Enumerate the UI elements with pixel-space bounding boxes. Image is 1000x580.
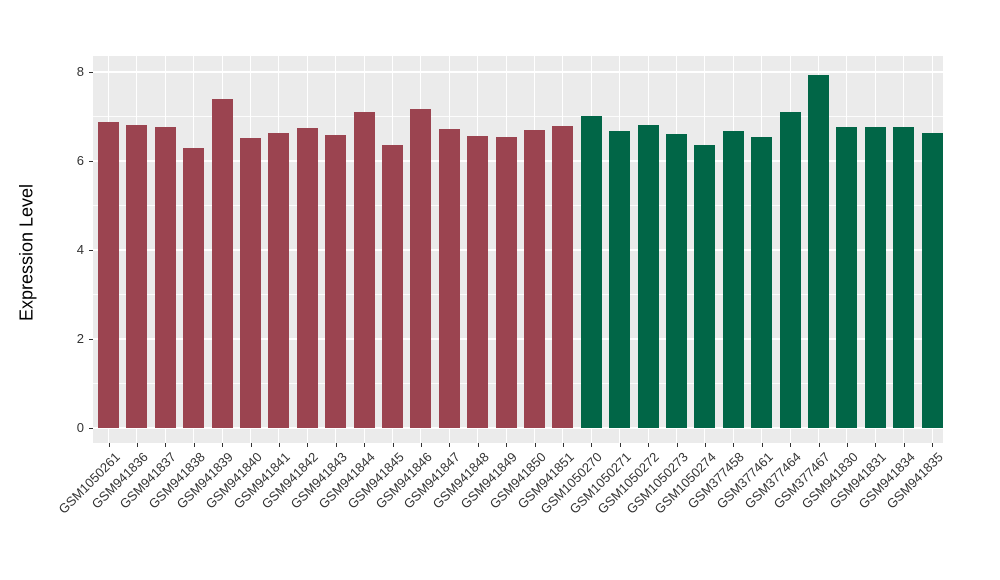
x-tick [193, 443, 195, 447]
x-tick [562, 443, 564, 447]
bar-GSM1050274 [694, 144, 716, 428]
bar-GSM941831 [864, 127, 886, 428]
minor-gridline [93, 205, 943, 206]
y-tick [88, 428, 93, 429]
x-tick [591, 443, 593, 447]
x-tick [733, 443, 735, 447]
major-gridline [93, 249, 943, 251]
x-tick [903, 443, 905, 447]
bar-GSM941835 [921, 132, 943, 428]
x-tick [676, 443, 678, 447]
x-tick [449, 443, 451, 447]
y-tick [88, 72, 93, 73]
x-tick [846, 443, 848, 447]
major-gridline [93, 160, 943, 162]
x-tick [392, 443, 394, 447]
y-tick-label: 2 [76, 331, 84, 346]
bar-GSM941836 [126, 125, 148, 428]
y-axis-title: Expression Level [16, 183, 37, 322]
x-tick [619, 443, 621, 447]
bar-GSM1050261 [98, 122, 119, 428]
y-tick-label: 0 [76, 420, 84, 435]
bar-GSM941847 [438, 129, 460, 428]
bar-GSM377461 [751, 136, 773, 428]
plot-panel [93, 56, 943, 443]
x-tick [222, 443, 224, 447]
bar-GSM1050273 [666, 134, 687, 428]
bar-GSM941841 [268, 132, 290, 428]
y-tick [88, 339, 93, 340]
x-tick [761, 443, 763, 447]
minor-gridline [93, 294, 943, 295]
bar-GSM1050272 [637, 124, 659, 428]
y-tick-label: 8 [76, 64, 84, 79]
x-tick [250, 443, 252, 447]
x-tick [278, 443, 280, 447]
y-tick [88, 250, 93, 251]
x-tick [165, 443, 167, 447]
bar-GSM377458 [722, 130, 744, 428]
minor-gridline [93, 383, 943, 384]
bar-GSM941840 [240, 138, 261, 428]
x-tick [932, 443, 934, 447]
x-tick [136, 443, 138, 447]
bar-GSM377464 [779, 112, 801, 428]
major-gridline [93, 71, 943, 73]
bar-GSM941842 [296, 127, 318, 428]
bar-GSM941843 [325, 135, 347, 428]
y-tick-label: 4 [76, 242, 84, 257]
x-tick [477, 443, 479, 447]
x-tick [506, 443, 508, 447]
x-tick [108, 443, 110, 447]
x-tick [534, 443, 536, 447]
x-tick [307, 443, 309, 447]
x-tick [704, 443, 706, 447]
bar-GSM941830 [836, 127, 858, 428]
bar-GSM1050270 [580, 115, 602, 428]
bar-GSM941839 [211, 98, 233, 428]
major-gridline [93, 338, 943, 340]
bar-GSM941845 [382, 144, 403, 428]
x-tick [648, 443, 650, 447]
bar-GSM941834 [893, 126, 915, 428]
bar-GSM941844 [353, 112, 375, 428]
bar-GSM941838 [183, 148, 205, 428]
bar-GSM941846 [410, 109, 432, 428]
y-tick [88, 161, 93, 162]
major-gridline [93, 427, 943, 429]
minor-gridline [93, 116, 943, 117]
bar-GSM941848 [467, 135, 489, 428]
x-tick [364, 443, 366, 447]
x-tick [420, 443, 422, 447]
x-tick [335, 443, 337, 447]
bar-GSM377467 [808, 74, 829, 428]
bar-GSM941851 [552, 126, 574, 428]
bar-GSM941837 [154, 127, 176, 428]
x-tick [790, 443, 792, 447]
bar-GSM941849 [495, 136, 517, 428]
bar-GSM941850 [524, 129, 545, 428]
y-tick-label: 6 [76, 153, 84, 168]
bar-GSM1050271 [609, 131, 631, 428]
x-tick [875, 443, 877, 447]
x-tick [818, 443, 820, 447]
